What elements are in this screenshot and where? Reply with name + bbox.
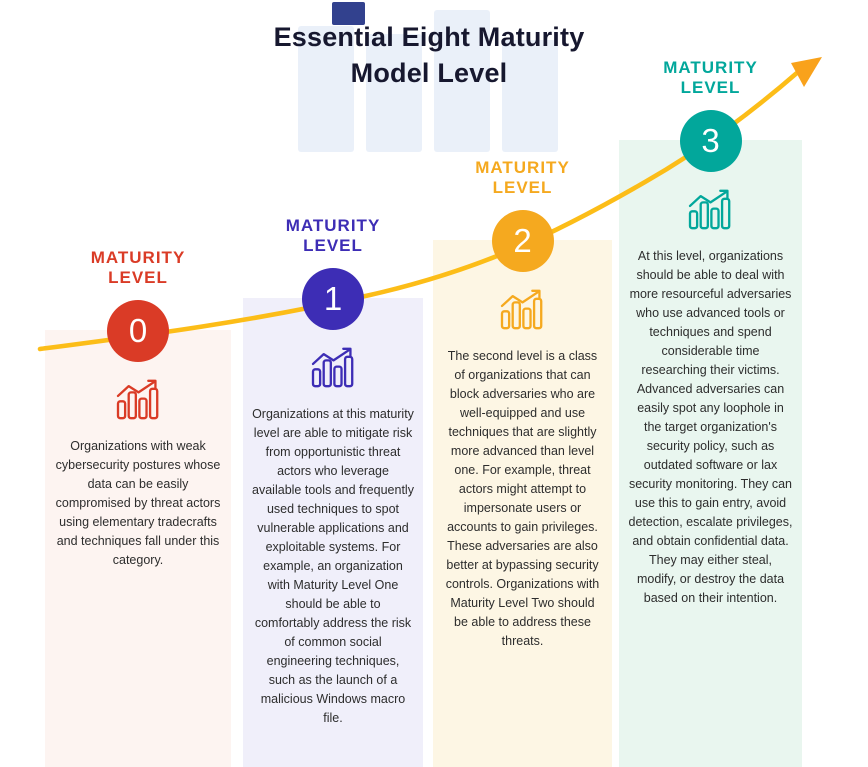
maturity-level-label: MATURITY LEVEL [285, 216, 381, 255]
level-number-badge: 3 [679, 110, 742, 173]
level-number-badge: 2 [491, 210, 554, 273]
level-number-badge: 1 [302, 268, 364, 331]
growth-chart-icon [115, 379, 162, 420]
maturity-level-column-3: MATURITY LEVEL 3 At this level, organiza… [619, 0, 802, 767]
level-description: Organizations with weak cybersecurity po… [55, 439, 221, 568]
growth-chart-icon [687, 189, 734, 230]
page-title: Essential Eight Maturity Model Level [0, 20, 858, 91]
level-number-badge: 0 [107, 300, 169, 363]
maturity-level-column-1: MATURITY LEVEL 1 Organizations at this m… [243, 0, 423, 767]
maturity-level-label: MATURITY LEVEL [90, 248, 186, 287]
maturity-level-column-0: MATURITY LEVEL 0 Organizations with weak… [45, 0, 231, 767]
watermark-navy-block [332, 2, 365, 25]
level-description: At this level, organizations should be a… [628, 249, 793, 606]
maturity-level-label: MATURITY LEVEL [475, 158, 570, 197]
page-title-line-2: Model Level [350, 57, 508, 88]
level-description: The second level is a class of organizat… [445, 349, 600, 649]
page-title-line-1: Essential Eight Maturity [273, 22, 585, 52]
maturity-level-column-2: MATURITY LEVEL 2 The second level is a c… [433, 0, 612, 767]
level-description: Organizations at this maturity level are… [252, 407, 414, 726]
growth-chart-icon [310, 347, 357, 388]
growth-chart-icon [499, 289, 546, 330]
